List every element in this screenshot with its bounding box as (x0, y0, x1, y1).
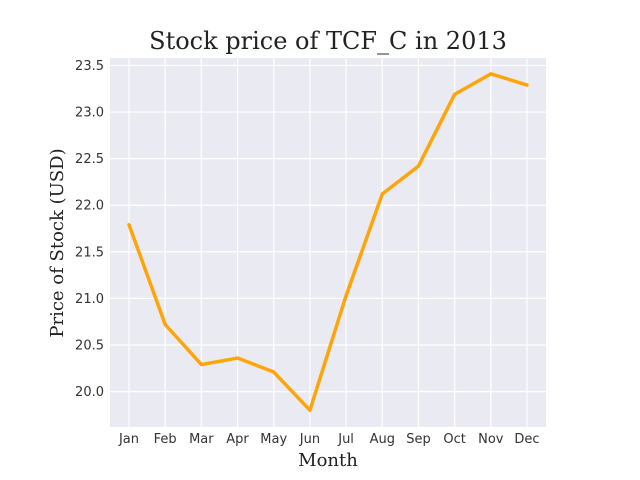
x-tick-labels: Jan Feb Mar Apr May Jun Jul Aug Sep Oct Nov Dec (118, 432, 540, 447)
x-tick-label-aug: Aug (370, 432, 395, 447)
x-tick-label-mar: Mar (189, 432, 214, 447)
x-tick-label-jun: Jun (299, 432, 320, 447)
x-axis-label: Month (298, 450, 358, 471)
grid-lines (110, 58, 546, 427)
x-tick-label-may: May (260, 432, 287, 447)
y-axis-label: Price of Stock (USD) (47, 148, 68, 337)
y-tick-label-7: 23.5 (75, 59, 104, 74)
x-tick-label-oct: Oct (443, 432, 465, 447)
series-line (127, 72, 529, 412)
y-tick-label-3: 21.5 (75, 245, 104, 260)
y-tick-labels: 20.0 20.5 21.0 21.5 22.0 22.5 23.0 23.5 (75, 59, 104, 400)
y-tick-label-0: 20.0 (75, 385, 104, 400)
x-tick-label-jul: Jul (337, 432, 354, 447)
x-tick-label-nov: Nov (478, 432, 504, 447)
x-tick-label-feb: Feb (154, 432, 177, 447)
y-tick-label-2: 21.0 (75, 292, 104, 307)
x-tick-label-sep: Sep (406, 432, 431, 447)
chart-title: Stock price of TCF_C in 2013 (149, 27, 507, 55)
x-tick-label-jan: Jan (118, 432, 139, 447)
series-layer (127, 72, 529, 412)
x-tick-label-apr: Apr (226, 432, 249, 447)
y-tick-label-6: 23.0 (75, 106, 104, 121)
y-tick-label-4: 22.0 (75, 199, 104, 214)
x-tick-label-dec: Dec (514, 432, 539, 447)
y-tick-label-1: 20.5 (75, 339, 104, 354)
y-tick-label-5: 22.5 (75, 152, 104, 167)
plot-area (110, 58, 546, 427)
